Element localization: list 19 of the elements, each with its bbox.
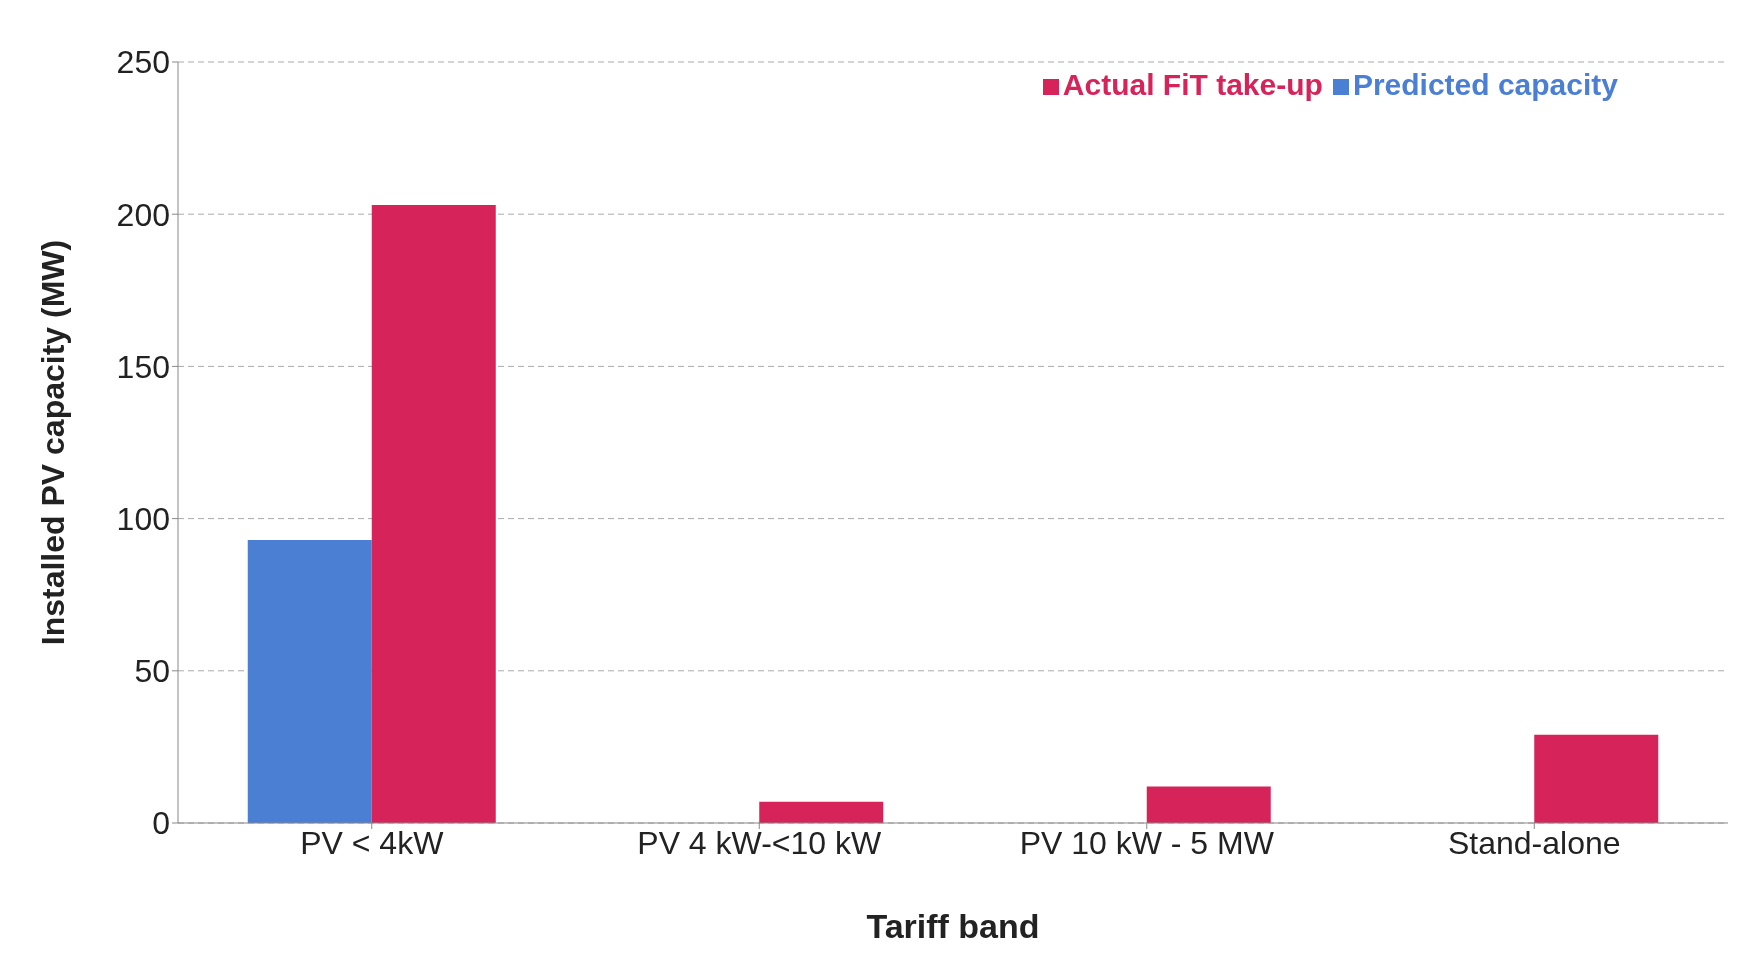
legend-label: Predicted capacity — [1352, 68, 1618, 101]
y-tick-label: 0 — [152, 805, 170, 842]
x-tick-label: PV 4 kW-<10 kW — [637, 824, 883, 861]
y-tick-label: 50 — [134, 653, 170, 690]
bar — [1146, 786, 1271, 823]
y-tick-label: 150 — [116, 348, 170, 385]
y-tick-label: 100 — [116, 500, 170, 537]
x-tick-label: PV < 4kW — [300, 824, 445, 861]
legend-label: Actual FiT take-up — [1062, 68, 1323, 101]
bar — [371, 205, 496, 823]
x-tick-label: Stand-alone — [1447, 824, 1621, 861]
x-axis-title: Tariff band — [866, 907, 1040, 945]
bar — [1534, 734, 1659, 823]
bar — [759, 801, 884, 823]
x-tick-label: PV 10 kW - 5 MW — [1019, 824, 1275, 861]
y-tick-label: 250 — [116, 44, 170, 81]
bar — [247, 539, 372, 823]
y-tick-label: 200 — [116, 196, 170, 233]
y-axis-title: Installed PV capacity (MW) — [35, 239, 72, 646]
